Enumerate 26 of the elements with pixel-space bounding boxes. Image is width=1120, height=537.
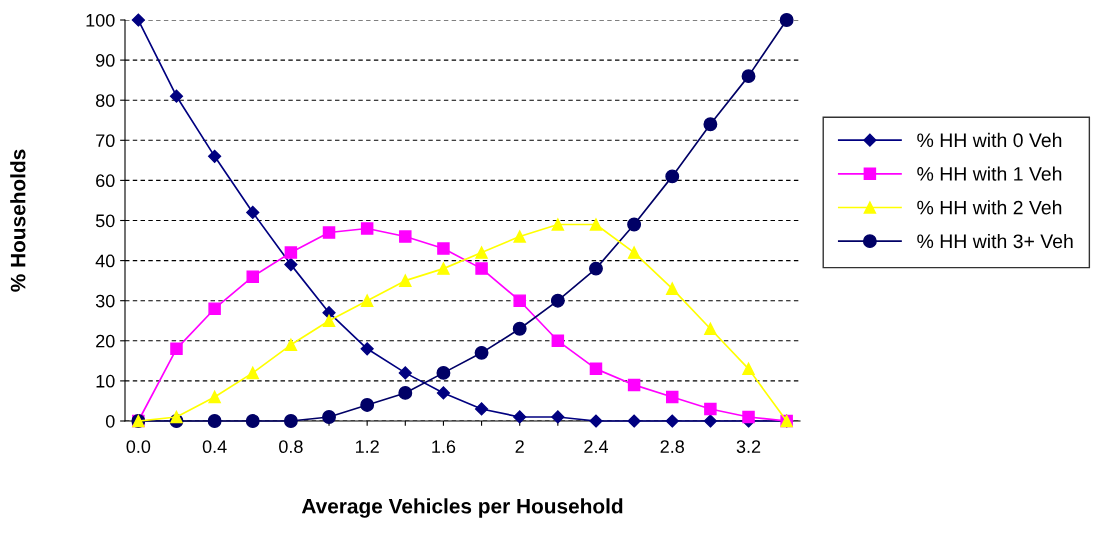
y-tick-label: 10 [96,374,115,388]
x-tick-label: 1.2 [355,440,379,453]
legend-label: % HH with 1 Veh [917,166,1062,181]
x-tick-label: 2.4 [584,440,608,453]
x-tick-label: 2 [515,440,524,453]
y-tick-label: 0 [105,414,115,428]
x-tick-label: 0.0 [126,440,151,454]
y-tick-label: 100 [86,13,115,27]
y-tick-label: 20 [96,334,115,348]
y-axis-title: % Households [10,149,26,292]
legend-label: % HH with 3+ Veh [917,233,1073,249]
x-tick-label: 1.6 [432,440,456,454]
y-tick-label: 80 [95,94,115,107]
x-tick-label: 0.8 [279,440,303,454]
x-axis-title: Average Vehicles per Household [301,498,623,518]
legend-label: % HH with 2 Veh [917,200,1062,215]
y-tick-label: 90 [96,54,115,67]
x-tick-label: 0.4 [202,440,227,454]
y-tick-label: 40 [95,254,115,268]
legend-label: % HH with 0 Veh [917,132,1062,148]
y-tick-label: 50 [95,214,115,228]
x-tick-label: 3.2 [736,440,761,454]
y-tick-label: 70 [96,134,115,148]
x-tick-label: 2.8 [660,440,685,454]
y-tick-label: 30 [95,294,115,308]
y-tick-label: 60 [96,174,115,188]
